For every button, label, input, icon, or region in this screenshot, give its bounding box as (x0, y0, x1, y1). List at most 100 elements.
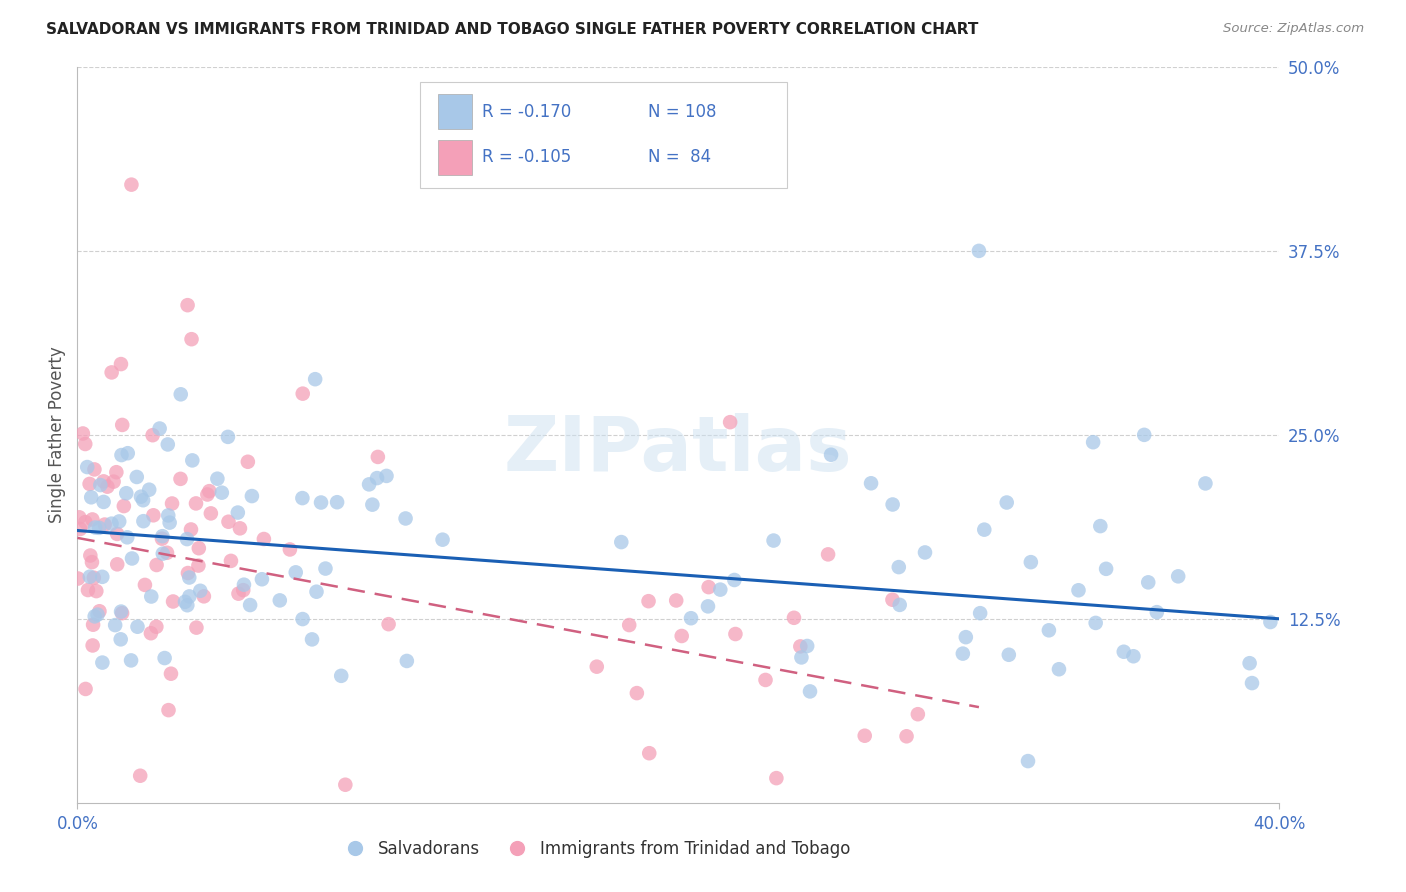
Point (141, 590, 163, 604)
Point (170, 387, 193, 401)
Point (145, 558, 167, 572)
Point (139, 626, 162, 640)
Point (1146, 605, 1168, 619)
Point (1090, 519, 1112, 533)
Point (211, 485, 233, 500)
Point (67, 572, 90, 586)
Point (110, 357, 132, 371)
Point (853, 729, 876, 743)
Point (914, 545, 936, 559)
Point (132, 514, 155, 528)
Point (176, 599, 198, 613)
Point (187, 541, 209, 556)
Point (93, 495, 115, 509)
Point (104, 618, 127, 632)
Point (304, 372, 326, 386)
Point (142, 508, 165, 523)
Point (619, 618, 641, 632)
Point (75, 681, 97, 696)
Point (100, 366, 122, 380)
Point (82, 617, 104, 632)
Point (314, 561, 336, 575)
Point (1194, 476, 1216, 491)
Point (89, 604, 111, 618)
Point (179, 570, 201, 584)
Point (638, 746, 661, 760)
Point (120, 653, 142, 667)
Point (86, 607, 108, 622)
Point (1239, 656, 1261, 670)
Point (817, 547, 839, 561)
Point (232, 583, 254, 598)
Point (269, 593, 291, 607)
Point (291, 386, 314, 401)
Point (160, 496, 183, 510)
Point (754, 673, 776, 687)
Point (117, 446, 139, 460)
Point (585, 659, 607, 673)
Point (253, 532, 276, 546)
Text: Source: ZipAtlas.com: Source: ZipAtlas.com (1223, 22, 1364, 36)
Point (1047, 662, 1070, 676)
Point (157, 508, 180, 523)
Point (96, 480, 118, 494)
Point (159, 516, 181, 530)
Point (233, 577, 256, 591)
Point (326, 495, 349, 509)
Point (80, 555, 103, 569)
Point (889, 598, 911, 612)
Point (83, 462, 105, 476)
Point (174, 595, 197, 609)
Point (110, 605, 132, 619)
Point (67, 510, 90, 524)
Point (103, 475, 125, 489)
Point (896, 729, 918, 743)
Point (200, 507, 222, 521)
Point (79, 549, 101, 563)
Point (69, 522, 91, 536)
Point (93, 517, 115, 532)
Point (765, 771, 787, 785)
Point (1017, 754, 1039, 768)
Legend: Salvadorans, Immigrants from Trinidad and Tobago: Salvadorans, Immigrants from Trinidad an… (332, 833, 858, 864)
Point (1137, 575, 1160, 590)
Point (375, 469, 398, 483)
Point (105, 558, 128, 572)
Point (132, 493, 155, 508)
Point (665, 593, 688, 607)
Point (129, 490, 152, 504)
Point (93, 475, 115, 489)
Point (176, 532, 198, 546)
Point (83, 609, 105, 624)
Point (111, 417, 134, 432)
Point (121, 551, 143, 566)
Point (820, 448, 842, 462)
Point (799, 684, 821, 698)
Point (91, 570, 114, 584)
Point (127, 620, 149, 634)
Point (156, 437, 179, 451)
Point (76, 460, 98, 475)
Point (228, 587, 250, 601)
Point (219, 554, 242, 568)
Point (180, 332, 202, 346)
Point (117, 530, 139, 544)
Point (79, 570, 101, 584)
Point (149, 421, 172, 435)
Point (1067, 583, 1090, 598)
Point (217, 430, 239, 444)
Point (239, 598, 262, 612)
Point (1038, 624, 1060, 638)
Point (432, 533, 454, 547)
Point (87, 521, 110, 535)
Point (180, 523, 202, 537)
Point (138, 483, 160, 497)
Point (134, 578, 156, 592)
Point (1084, 615, 1107, 630)
Point (671, 629, 693, 643)
Point (357, 477, 380, 491)
Point (187, 558, 209, 573)
Point (291, 491, 314, 505)
Point (967, 244, 990, 258)
Point (955, 630, 977, 644)
